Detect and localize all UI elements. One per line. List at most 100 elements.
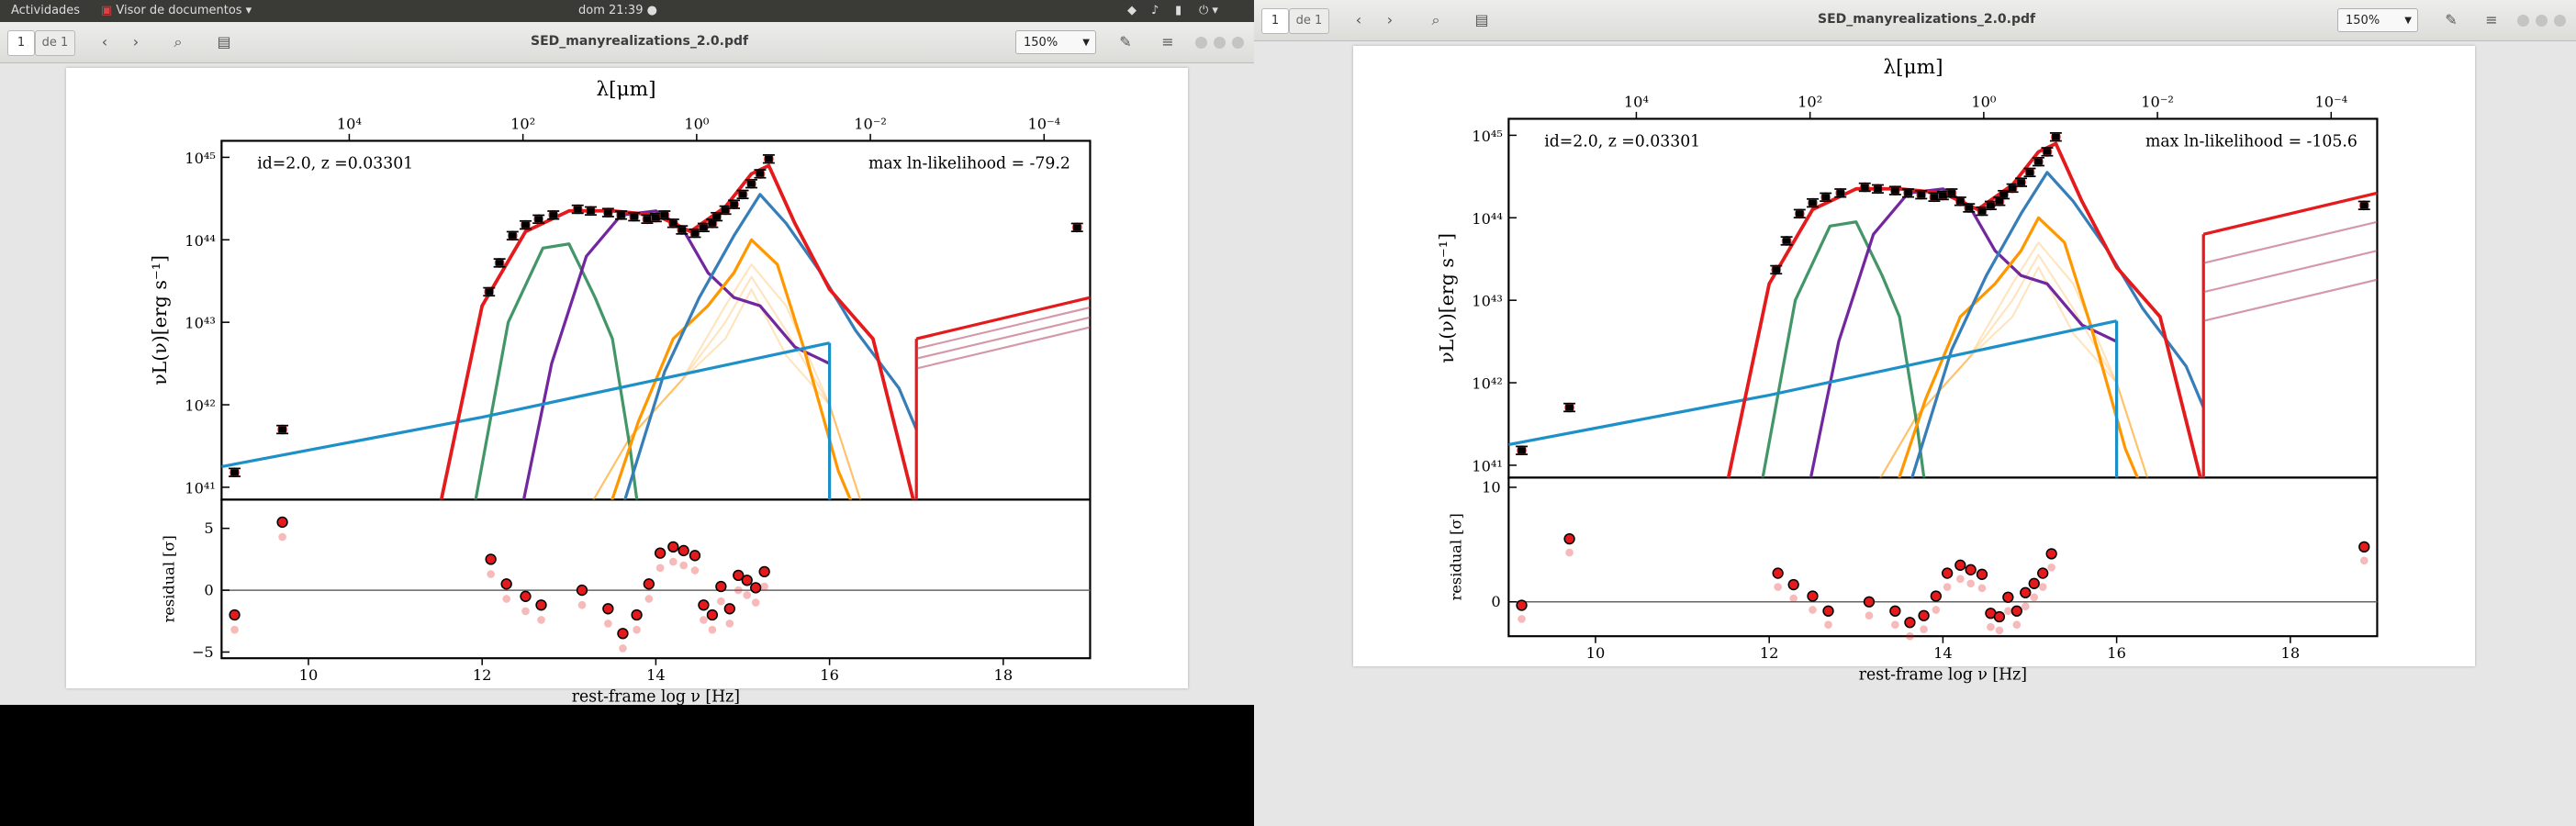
top-axis-label: λ[μm] — [596, 78, 655, 101]
clock[interactable]: dom 21:39 ● — [578, 4, 657, 17]
data-point — [573, 206, 582, 213]
annotate-icon[interactable]: ✎ — [1119, 33, 1132, 50]
data-point — [1891, 187, 1899, 194]
total-model-curve — [1726, 141, 2202, 478]
page-total-label: de 1 — [35, 30, 75, 56]
data-point — [1072, 224, 1081, 231]
data-point — [2008, 184, 2017, 192]
data-point — [712, 213, 721, 220]
zoom-select[interactable]: 150% ▼ — [1015, 30, 1096, 54]
network-icon[interactable]: ◆ — [1127, 4, 1137, 17]
previous-page-icon-2[interactable]: ‹ — [1355, 11, 1362, 28]
data-point — [652, 214, 660, 221]
close-button[interactable] — [1232, 37, 1244, 49]
residual-realization-point — [1789, 594, 1798, 603]
data-point — [690, 229, 700, 237]
residual-realization-point — [679, 561, 688, 570]
data-point — [1565, 404, 1574, 411]
sidebar-toggle-icon-2[interactable]: ▤ — [1474, 11, 1489, 28]
sed-plot: 10⁴ 10² 10⁰ 10⁻² 10⁻⁴ λ[μm] 10⁴⁵ 10⁴⁴ 10⁴³ 10⁴² 10… — [149, 78, 1092, 707]
data-point — [1930, 194, 1939, 201]
data-point — [708, 220, 717, 227]
torus-realization — [592, 263, 862, 500]
residual-realization-point — [2030, 593, 2039, 602]
data-point — [1782, 238, 1791, 244]
annotate-icon-2[interactable]: ✎ — [2445, 11, 2458, 28]
starburst-component — [1761, 220, 1926, 478]
residual-realization-point — [521, 607, 530, 616]
xray-tail-realization — [915, 296, 1091, 340]
residual-realization-point — [604, 620, 612, 628]
residual-point — [758, 565, 770, 578]
residual-realization-point — [2047, 564, 2055, 572]
data-point — [678, 227, 687, 233]
x-axis-tick-label: 12 — [1760, 644, 1779, 662]
data-point — [660, 212, 669, 218]
maximize-button-2[interactable] — [2536, 15, 2548, 27]
data-point — [230, 469, 239, 475]
residual-realization-point — [708, 625, 717, 634]
torus-realization — [1879, 241, 2149, 478]
x-axis-tick-label: 16 — [820, 666, 839, 684]
residual-realization-point — [278, 532, 286, 541]
host-galaxy-component — [521, 209, 831, 500]
maximize-button[interactable] — [1214, 37, 1226, 49]
x-axis-label: rest-frame log ν [Hz] — [1859, 666, 2027, 685]
data-point — [756, 171, 765, 177]
residual-point — [1965, 564, 1977, 575]
residual-realization-point — [2038, 583, 2047, 591]
residual-realization-point — [487, 570, 495, 578]
gnome-top-bar: Actividades ▣ Visor de documentos ▾ dom … — [0, 0, 1254, 22]
main-axes-frame — [1507, 117, 2379, 479]
main-axes-frame — [220, 140, 1092, 501]
torus-realization — [592, 288, 862, 500]
xray-component — [221, 341, 830, 469]
app-menu[interactable]: ▣ Visor de documentos ▾ — [101, 4, 252, 17]
data-point — [630, 213, 639, 220]
residual-realization-point — [2012, 620, 2022, 630]
residual-point — [741, 575, 753, 586]
sed-figure: 10⁴ 10² 10⁰ 10⁻² 10⁻⁴ λ[μm] 10⁴⁵ 10⁴⁴ 10⁴³ 10⁴² 10… — [130, 73, 1122, 707]
residual-point — [1941, 567, 1954, 579]
zoom-select-2[interactable]: 150% ▼ — [2337, 8, 2418, 32]
volume-icon[interactable]: ♪ — [1151, 4, 1159, 17]
residual-axis-label: residual [σ] — [161, 535, 178, 622]
right-document-window: 1 de 1 ‹ › ⌕ ▤ SED_manyrealizations_2.0.… — [1254, 0, 2576, 826]
x-axis-tick-label: 18 — [994, 666, 1014, 684]
search-icon-2[interactable]: ⌕ — [1431, 11, 1440, 28]
data-point — [2052, 133, 2060, 140]
residual-axes-frame — [1507, 476, 2379, 638]
next-page-icon[interactable]: › — [132, 33, 140, 50]
residual-realization-point — [1987, 622, 1995, 631]
model-curves — [221, 163, 1091, 500]
residual-realization-point — [537, 616, 545, 624]
data-point — [2025, 169, 2034, 176]
hamburger-menu-icon[interactable]: ≡ — [1161, 33, 1174, 50]
minimize-button-2[interactable] — [2517, 15, 2529, 27]
top-axis-tick-label: 10⁰ — [684, 115, 710, 132]
previous-page-icon[interactable]: ‹ — [101, 33, 108, 50]
hamburger-menu-icon-2[interactable]: ≡ — [2485, 11, 2498, 28]
next-page-icon-2[interactable]: › — [1386, 11, 1394, 28]
page-number-input-2[interactable]: 1 — [1261, 8, 1289, 34]
sidebar-toggle-icon[interactable]: ▤ — [217, 33, 231, 50]
residual-realization-point — [655, 564, 665, 573]
residual-realization-point — [1956, 575, 1965, 584]
torus-component — [1898, 216, 2140, 478]
minimize-button[interactable] — [1195, 37, 1207, 49]
search-icon[interactable]: ⌕ — [174, 33, 183, 50]
page-number-input[interactable]: 1 — [7, 30, 35, 56]
viewer-header-bar-2: 1 de 1 ‹ › ⌕ ▤ SED_manyrealizations_2.0.… — [1254, 0, 2576, 41]
power-menu-icon[interactable]: ⏻ ▾ — [1199, 4, 1218, 17]
residual-realization-point — [619, 644, 627, 653]
activities-button[interactable]: Actividades — [11, 4, 81, 17]
residual-realization-point — [743, 591, 752, 599]
battery-icon[interactable]: ▮ — [1175, 4, 1182, 17]
data-point — [549, 212, 558, 218]
residual-realization-point — [644, 595, 654, 603]
residual-realization-point — [2004, 607, 2012, 616]
residual-realization-point — [690, 566, 700, 575]
close-button-2[interactable] — [2554, 15, 2566, 27]
data-point — [1860, 184, 1869, 191]
data-point — [534, 216, 543, 223]
